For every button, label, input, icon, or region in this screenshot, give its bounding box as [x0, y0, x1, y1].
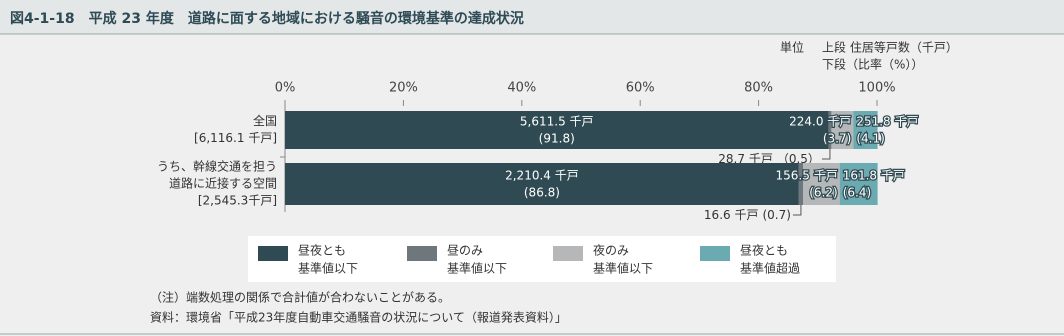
legend-label: 基準値超過 — [740, 261, 800, 276]
legend-swatch — [407, 246, 437, 261]
value-label: (6.4) — [843, 186, 871, 200]
value-label: (86.8) — [524, 186, 560, 200]
x-tick-label: 0% — [275, 81, 296, 96]
category-label: 道路に近接する空間 — [169, 176, 277, 191]
category-label: [2,545.3千戸] — [198, 194, 277, 208]
x-tick-label: 60% — [626, 81, 655, 96]
x-tick-label: 20% — [389, 81, 418, 96]
x-tick-label: 100% — [858, 81, 895, 96]
x-tick-label: 40% — [507, 81, 536, 96]
value-label: 2,210.4 千戸 — [505, 169, 579, 183]
value-label: (4.1) — [856, 132, 884, 146]
value-label: 156.5 千戸 — [776, 169, 838, 183]
bar-segment — [285, 111, 829, 149]
note: 資料：環境省「平成23年度自動車交通騒音の状況について（報道発表資料）」 — [150, 310, 567, 325]
leader-line — [792, 205, 802, 216]
bar-segment — [853, 111, 878, 149]
bar-segment — [798, 163, 803, 205]
category-label: うち、幹線交通を担う — [157, 159, 277, 174]
value-label: 16.6 千戸 (0.7) — [704, 208, 791, 222]
value-label: 251.8 千戸 — [856, 115, 918, 129]
legend-label: 昼夜とも — [740, 243, 788, 258]
bar-segment — [828, 111, 832, 149]
value-label: 161.8 千戸 — [843, 169, 905, 183]
value-label: 5,611.5 千戸 — [520, 115, 594, 129]
value-label: (91.8) — [539, 132, 575, 146]
value-label-part: 16.6 千戸 — [704, 208, 759, 222]
bar-segment — [803, 163, 840, 205]
value-label: (6.2) — [809, 186, 837, 200]
note: （注）端数処理の関係で合計値が合わないことがある。 — [150, 290, 450, 305]
value-label: 224.0 千戸 — [789, 115, 851, 129]
legend-swatch — [553, 246, 583, 261]
unit-label: 単位 — [780, 40, 804, 55]
unit-line: 上段 住居等戸数（千戸） — [822, 40, 958, 55]
legend-swatch — [700, 246, 730, 261]
header-band — [0, 0, 1064, 34]
value-label: (3.7) — [823, 132, 851, 146]
legend-label: 基準値以下 — [593, 261, 653, 276]
category-label: 全国 — [253, 113, 277, 128]
chart-title: 図4-1-18 平成 23 年度 道路に面する地域における騒音の環境基準の達成状… — [10, 10, 524, 27]
legend-label: 基準値以下 — [447, 261, 507, 276]
bar-segment — [831, 111, 854, 149]
legend-swatch — [258, 246, 288, 261]
x-tick-label: 80% — [744, 81, 773, 96]
unit-line: 下段（比率（%）） — [822, 57, 923, 72]
value-label-part: 28.7 千戸 — [718, 152, 773, 166]
category-label: [6,116.1 千戸] — [194, 131, 277, 145]
legend-label: 夜のみ — [593, 243, 629, 258]
value-label-part: (0.7) — [762, 208, 790, 222]
legend-label: 昼のみ — [447, 244, 483, 258]
legend-frame — [248, 236, 836, 282]
bar-segment — [285, 163, 799, 205]
leader-line — [821, 149, 831, 160]
bar-segment — [839, 163, 878, 205]
value-label: 28.7 千戸 （0.5） — [718, 152, 820, 166]
legend-label: 基準値以下 — [298, 261, 358, 276]
value-label-part: （0.5） — [777, 152, 820, 166]
legend-label: 昼夜とも — [298, 243, 346, 258]
